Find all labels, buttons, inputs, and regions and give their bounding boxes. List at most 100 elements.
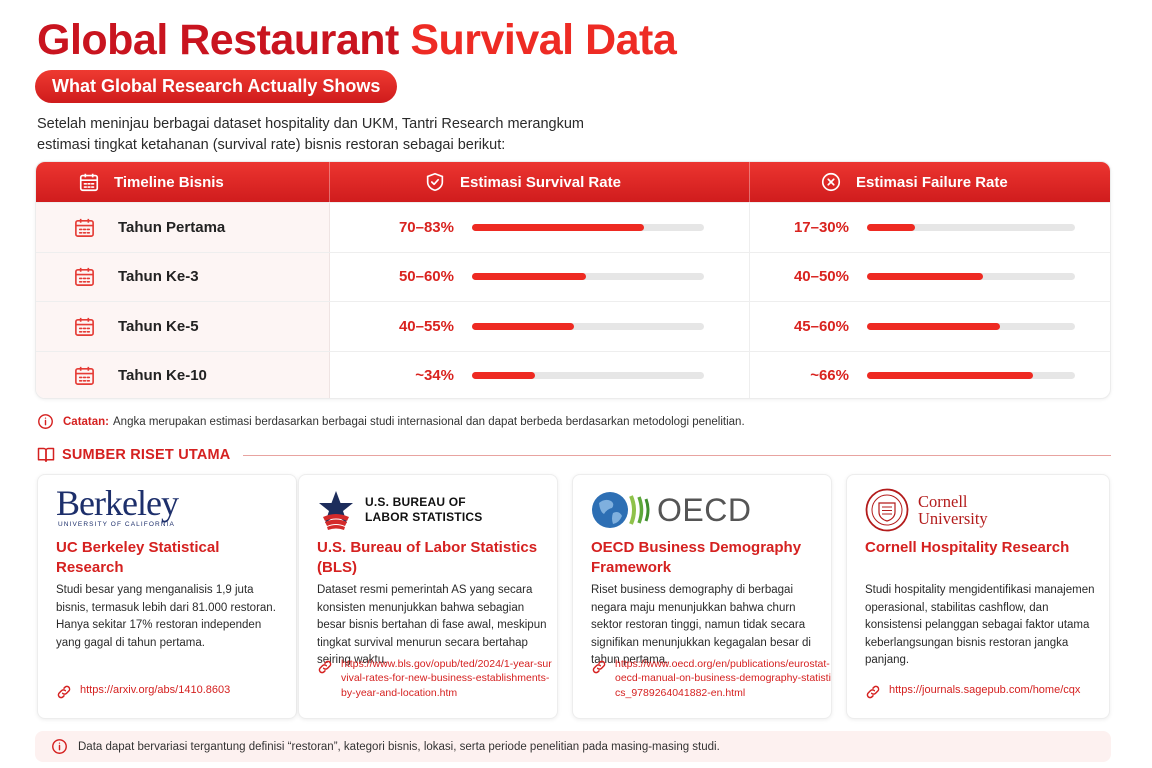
survival-value: 70–83% (398, 218, 454, 236)
failure-value: 40–50% (793, 268, 849, 286)
sources-heading: SUMBER RISET UTAMA (37, 446, 230, 463)
card-link[interactable]: https://arxiv.org/abs/1410.8603 (56, 682, 230, 700)
survival-cell: ~34% (330, 351, 750, 398)
survival-bar (472, 372, 704, 380)
column-label: Timeline Bisnis (114, 173, 224, 191)
timeline-label: Tahun Ke-5 (118, 317, 199, 335)
table-note: Catatan: Angka merupakan estimasi berdas… (37, 413, 745, 430)
card-body: Dataset resmi pemerintah AS yang secara … (317, 584, 547, 666)
failure-cell: 40–50% (750, 253, 1110, 302)
card-link-url[interactable]: https://arxiv.org/abs/1410.8603 (80, 684, 231, 696)
timeline-cell: Tahun Ke-5 (36, 302, 330, 351)
book-icon (37, 447, 55, 462)
title-part-1: Global Restaurant (37, 16, 399, 64)
failure-bar (867, 322, 1075, 330)
bls-logo-text: U.S. BUREAU OF LABOR STATISTICS (365, 495, 482, 525)
column-header-timeline: Timeline Bisnis (36, 162, 330, 202)
cornell-logo-text: Cornell University (918, 493, 988, 527)
card-body: Studi besar yang menganalisis 1,9 juta b… (56, 584, 276, 649)
link-icon (866, 685, 880, 699)
globe-icon (592, 492, 650, 528)
oecd-logo: OECD (591, 485, 751, 535)
card-body: Riset business demography di berbagai ne… (591, 584, 811, 666)
timeline-cell: Tahun Ke-10 (36, 351, 330, 398)
column-header-survival: Estimasi Survival Rate (330, 162, 750, 202)
survival-value: ~34% (415, 367, 454, 385)
cornell-logo-line-2: University (918, 509, 988, 528)
title-part-2: Survival Data (410, 16, 677, 64)
timeline-cell: Tahun Ke-3 (36, 252, 330, 301)
bls-logo-line-1: U.S. BUREAU OF (365, 495, 466, 509)
calendar-icon (75, 218, 94, 237)
failure-value: ~66% (810, 367, 849, 385)
card-title: U.S. Bureau of Labor Statistics (BLS) (317, 539, 538, 576)
sources-heading-text: SUMBER RISET UTAMA (62, 446, 231, 463)
survival-bar (472, 322, 704, 330)
column-header-failure: Estimasi Failure Rate (750, 162, 1110, 202)
card-link[interactable]: https://www.oecd.org/en/publications/eur… (591, 657, 835, 701)
failure-cell: 45–60% (750, 302, 1110, 351)
card-link-url[interactable]: https://www.oecd.org/en/publications/eur… (615, 657, 831, 699)
failure-bar (867, 372, 1075, 380)
source-card-oecd: OECD OECD Business Demography Framework … (572, 474, 832, 719)
section-divider (243, 455, 1111, 456)
footer-disclaimer: Data dapat bervariasi tergantung definis… (35, 731, 1111, 762)
failure-bar (867, 273, 1075, 281)
link-icon (318, 660, 332, 673)
note-text: Angka merupakan estimasi berdasarkan ber… (113, 415, 745, 428)
table-row: Tahun Ke-10 ~34% ~66% (36, 350, 1110, 399)
calendar-icon (75, 268, 94, 287)
bls-flag-star-icon (319, 491, 353, 530)
survival-cell: 50–60% (330, 252, 750, 301)
card-link-url[interactable]: https://www.bls.gov/opub/ted/2024/1-year… (341, 657, 552, 699)
bls-logo: U.S. BUREAU OF LABOR STATISTICS (317, 485, 482, 535)
failure-bar-fill (867, 273, 984, 281)
card-title: Cornell Hospitality Research (865, 539, 1070, 556)
survival-bar-fill (472, 223, 644, 231)
table-row: Tahun Ke-3 50–60% 40–50% (36, 251, 1110, 302)
shield-check-icon (426, 172, 444, 192)
oecd-logo-text: OECD (657, 491, 752, 528)
survival-bar-fill (472, 273, 586, 281)
survival-cell: 70–83% (330, 203, 750, 252)
subtitle-text: What Global Research Actually Shows (52, 76, 381, 96)
card-link-url[interactable]: https://journals.sagepub.com/home/cqx (889, 684, 1081, 696)
failure-value: 17–30% (793, 218, 849, 236)
intro-text: Setelah meninjau berbagai dataset hospit… (37, 116, 585, 153)
failure-cell: 17–30% (750, 203, 1110, 252)
card-body: Studi hospitality mengidentifikasi manaj… (865, 584, 1095, 666)
survival-bar-fill (472, 372, 535, 380)
card-title: OECD Business Demography Framework (591, 539, 802, 576)
card-link[interactable]: https://www.bls.gov/opub/ted/2024/1-year… (317, 657, 553, 701)
calendar-icon (75, 367, 94, 386)
card-title: UC Berkeley Statistical Research (56, 539, 220, 576)
timeline-label: Tahun Pertama (118, 218, 226, 236)
info-icon (52, 739, 67, 754)
timeline-cell: Tahun Pertama (36, 203, 330, 252)
table-header: Timeline Bisnis Estimasi Survival Rate E… (36, 162, 1110, 202)
page-title: Global Restaurant Survival Data (37, 16, 677, 65)
cornell-logo-line-1: Cornell (918, 492, 968, 511)
table-row: Tahun Ke-5 40–55% 45–60% (36, 301, 1110, 351)
card-link[interactable]: https://journals.sagepub.com/home/cqx (865, 682, 1080, 700)
survival-bar (472, 273, 704, 281)
survival-value: 40–55% (398, 317, 454, 335)
failure-bar-fill (867, 223, 915, 231)
source-card-berkeley: Berkeley UNIVERSITY OF CALIFORNIA UC Ber… (37, 474, 297, 719)
berkeley-logo-text: Berkeley (56, 483, 179, 523)
info-icon (38, 414, 53, 429)
survival-value: 50–60% (398, 268, 454, 286)
table-row: Tahun Pertama 70–83% 17–30% (36, 202, 1110, 252)
column-label: Estimasi Failure Rate (856, 173, 1008, 191)
footer-text: Data dapat bervariasi tergantung definis… (78, 740, 720, 753)
note-label: Catatan: (63, 415, 110, 428)
cornell-logo: Cornell University (865, 485, 988, 535)
source-card-bls: U.S. BUREAU OF LABOR STATISTICS U.S. Bur… (298, 474, 558, 719)
failure-bar-fill (867, 322, 1001, 330)
survival-cell: 40–55% (330, 302, 750, 351)
source-card-cornell: Cornell University Cornell Hospitality R… (846, 474, 1110, 719)
timeline-label: Tahun Ke-3 (118, 268, 199, 286)
subtitle-pill: What Global Research Actually Shows (35, 70, 398, 103)
failure-cell: ~66% (750, 352, 1110, 399)
calendar-icon (79, 173, 99, 192)
